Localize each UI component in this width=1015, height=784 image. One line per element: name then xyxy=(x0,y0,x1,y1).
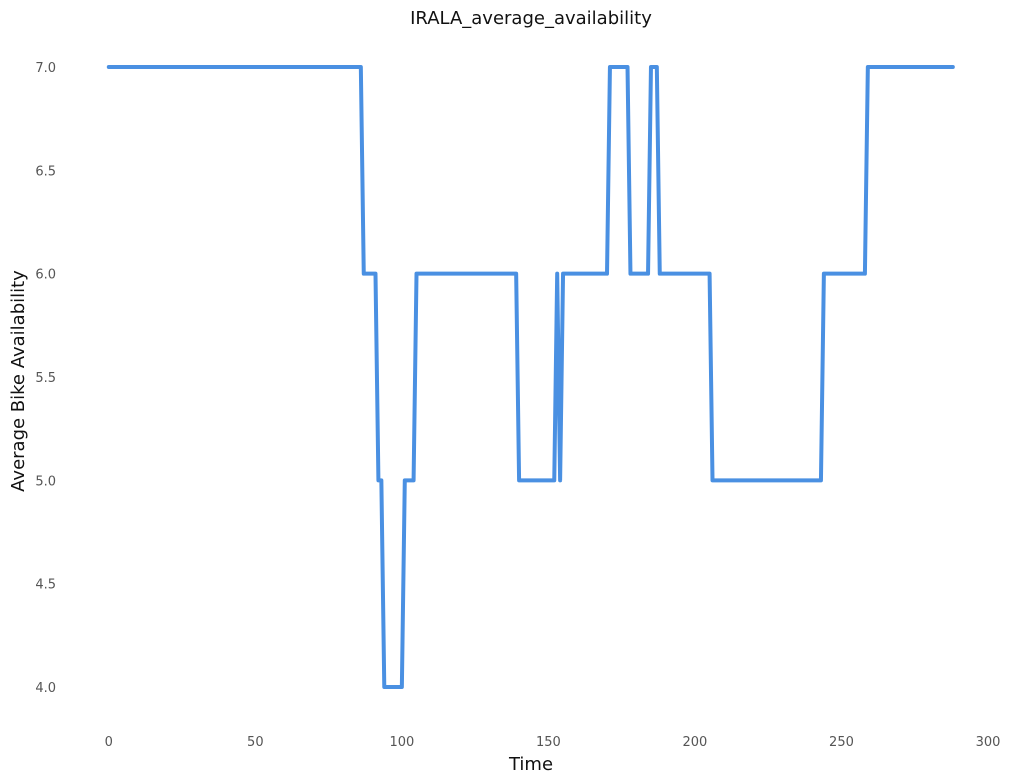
y-tick-label: 6.5 xyxy=(35,164,56,179)
x-tick-label: 50 xyxy=(247,735,264,750)
y-tick-label: 4.0 xyxy=(35,681,56,696)
y-tick-label: 4.5 xyxy=(35,578,56,593)
y-axis-label: Average Bike Availability xyxy=(8,270,29,492)
x-axis-ticks: 0 50 100 150 200 250 300 xyxy=(105,735,1001,750)
x-tick-label: 100 xyxy=(389,735,414,750)
x-tick-label: 0 xyxy=(105,735,113,750)
y-tick-label: 5.5 xyxy=(35,371,56,386)
y-tick-label: 5.0 xyxy=(35,474,56,489)
series-group xyxy=(106,65,955,689)
x-tick-label: 250 xyxy=(829,735,854,750)
y-axis-ticks: 4.0 4.5 5.0 5.5 6.0 6.5 7.0 xyxy=(35,61,56,696)
x-tick-label: 300 xyxy=(976,735,1001,750)
y-tick-label: 6.0 xyxy=(35,268,56,283)
series-line xyxy=(106,65,955,689)
chart-title: IRALA_average_availability xyxy=(410,8,652,29)
x-axis-label: Time xyxy=(508,754,553,775)
y-tick-label: 7.0 xyxy=(35,61,56,76)
x-tick-label: 150 xyxy=(536,735,561,750)
x-tick-label: 200 xyxy=(683,735,708,750)
